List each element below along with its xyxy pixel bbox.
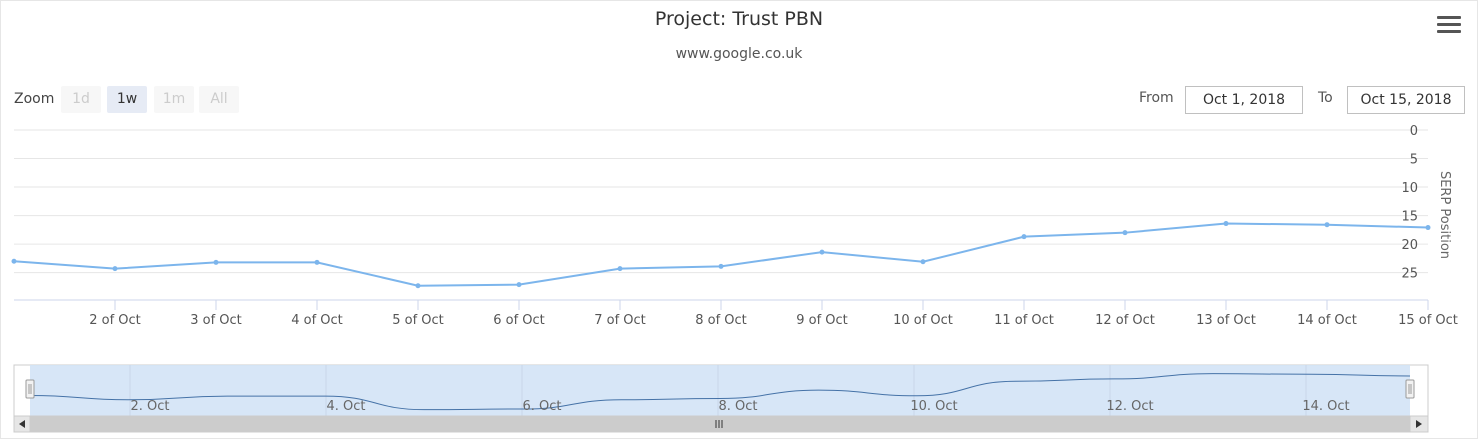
x-tick-label: 11 of Oct xyxy=(994,313,1054,328)
data-point xyxy=(516,282,522,288)
y-tick-label: 20 xyxy=(1401,238,1418,253)
zoom-label: Zoom xyxy=(14,91,55,107)
chart-subtitle: www.google.co.uk xyxy=(675,46,803,62)
data-point xyxy=(1425,225,1431,231)
zoom-button-all[interactable]: All xyxy=(199,86,239,113)
x-tick-label: 7 of Oct xyxy=(594,313,646,328)
scrollbar-thumb[interactable] xyxy=(30,416,1410,432)
navigator-selected-range xyxy=(30,365,1410,416)
y-tick-label: 5 xyxy=(1410,153,1418,168)
zoom-button-1d[interactable]: 1d xyxy=(61,86,101,113)
data-point xyxy=(617,266,623,272)
navigator-tick-label: 4. Oct xyxy=(326,399,365,414)
navigator-tick-label: 12. Oct xyxy=(1106,399,1153,414)
data-point xyxy=(1223,221,1229,227)
chart-title: Project: Trust PBN xyxy=(654,8,824,30)
navigator-series-line xyxy=(29,373,1411,411)
y-tick-label: 25 xyxy=(1401,267,1418,282)
navigator-tick-label: 2. Oct xyxy=(130,399,169,414)
data-point xyxy=(11,258,17,264)
to-date-input[interactable]: Oct 15, 2018 xyxy=(1347,86,1465,114)
hamburger-menu-icon[interactable] xyxy=(1437,16,1461,38)
arrow-right-icon xyxy=(1416,420,1422,428)
x-tick-label: 9 of Oct xyxy=(796,313,848,328)
data-point xyxy=(213,259,219,265)
y-tick-label: 15 xyxy=(1401,210,1418,225)
y-axis-title: SERP Position xyxy=(1437,171,1452,259)
x-tick-label: 2 of Oct xyxy=(89,313,141,328)
data-point xyxy=(819,249,825,255)
data-point xyxy=(415,283,421,289)
navigator[interactable]: 2. Oct 4. Oct 6. Oct 8. Oct 10. Oct 12. Oct 14… xyxy=(13,364,1429,417)
x-tick-label: 8 of Oct xyxy=(695,313,747,328)
data-point xyxy=(1021,234,1027,240)
x-tick-label: 3 of Oct xyxy=(190,313,242,328)
navigator-tick-label: 6. Oct xyxy=(522,399,561,414)
data-point xyxy=(112,266,118,272)
x-tick-label: 13 of Oct xyxy=(1196,313,1256,328)
x-tick-label: 14 of Oct xyxy=(1297,313,1357,328)
arrow-left-icon xyxy=(19,420,25,428)
to-label: To xyxy=(1318,90,1333,106)
navigator-handle[interactable] xyxy=(1405,379,1415,399)
x-tick-label: 6 of Oct xyxy=(493,313,545,328)
y-axis: 0 5 10 15 20 25 xyxy=(1401,124,1418,282)
y-tick-label: 10 xyxy=(1401,181,1418,196)
y-tick-label: 0 xyxy=(1410,124,1418,139)
from-date-input[interactable]: Oct 1, 2018 xyxy=(1185,86,1303,114)
x-tick-label: 10 of Oct xyxy=(893,313,953,328)
x-tick-label: 4 of Oct xyxy=(291,313,343,328)
series-path xyxy=(13,222,1429,287)
navigator-handle[interactable] xyxy=(25,379,35,399)
data-point xyxy=(1122,230,1128,236)
navigator-tick-label: 14. Oct xyxy=(1302,399,1349,414)
data-point xyxy=(920,259,926,265)
scrollbar-grip-icon xyxy=(715,420,723,428)
data-point xyxy=(1324,222,1330,228)
grid-lines xyxy=(14,129,1428,274)
scrollbar[interactable] xyxy=(13,415,1429,433)
x-tick-label: 12 of Oct xyxy=(1095,313,1155,328)
series-line xyxy=(11,221,1431,289)
from-label: From xyxy=(1139,90,1174,106)
data-point xyxy=(314,259,320,265)
data-point xyxy=(718,263,724,269)
menu-bar xyxy=(1437,30,1461,33)
navigator-tick-label: 10. Oct xyxy=(910,399,957,414)
menu-bar xyxy=(1437,16,1461,19)
x-tick-label: 5 of Oct xyxy=(392,313,444,328)
menu-bar xyxy=(1437,23,1461,26)
x-axis: 2 of Oct 3 of Oct 4 of Oct 5 of Oct 6 of Oct… xyxy=(14,299,1458,328)
navigator-tick-label: 8. Oct xyxy=(718,399,757,414)
zoom-button-1m[interactable]: 1m xyxy=(154,86,194,113)
x-tick-label: 15 of Oct xyxy=(1398,313,1458,328)
zoom-button-1w[interactable]: 1w xyxy=(107,86,147,113)
